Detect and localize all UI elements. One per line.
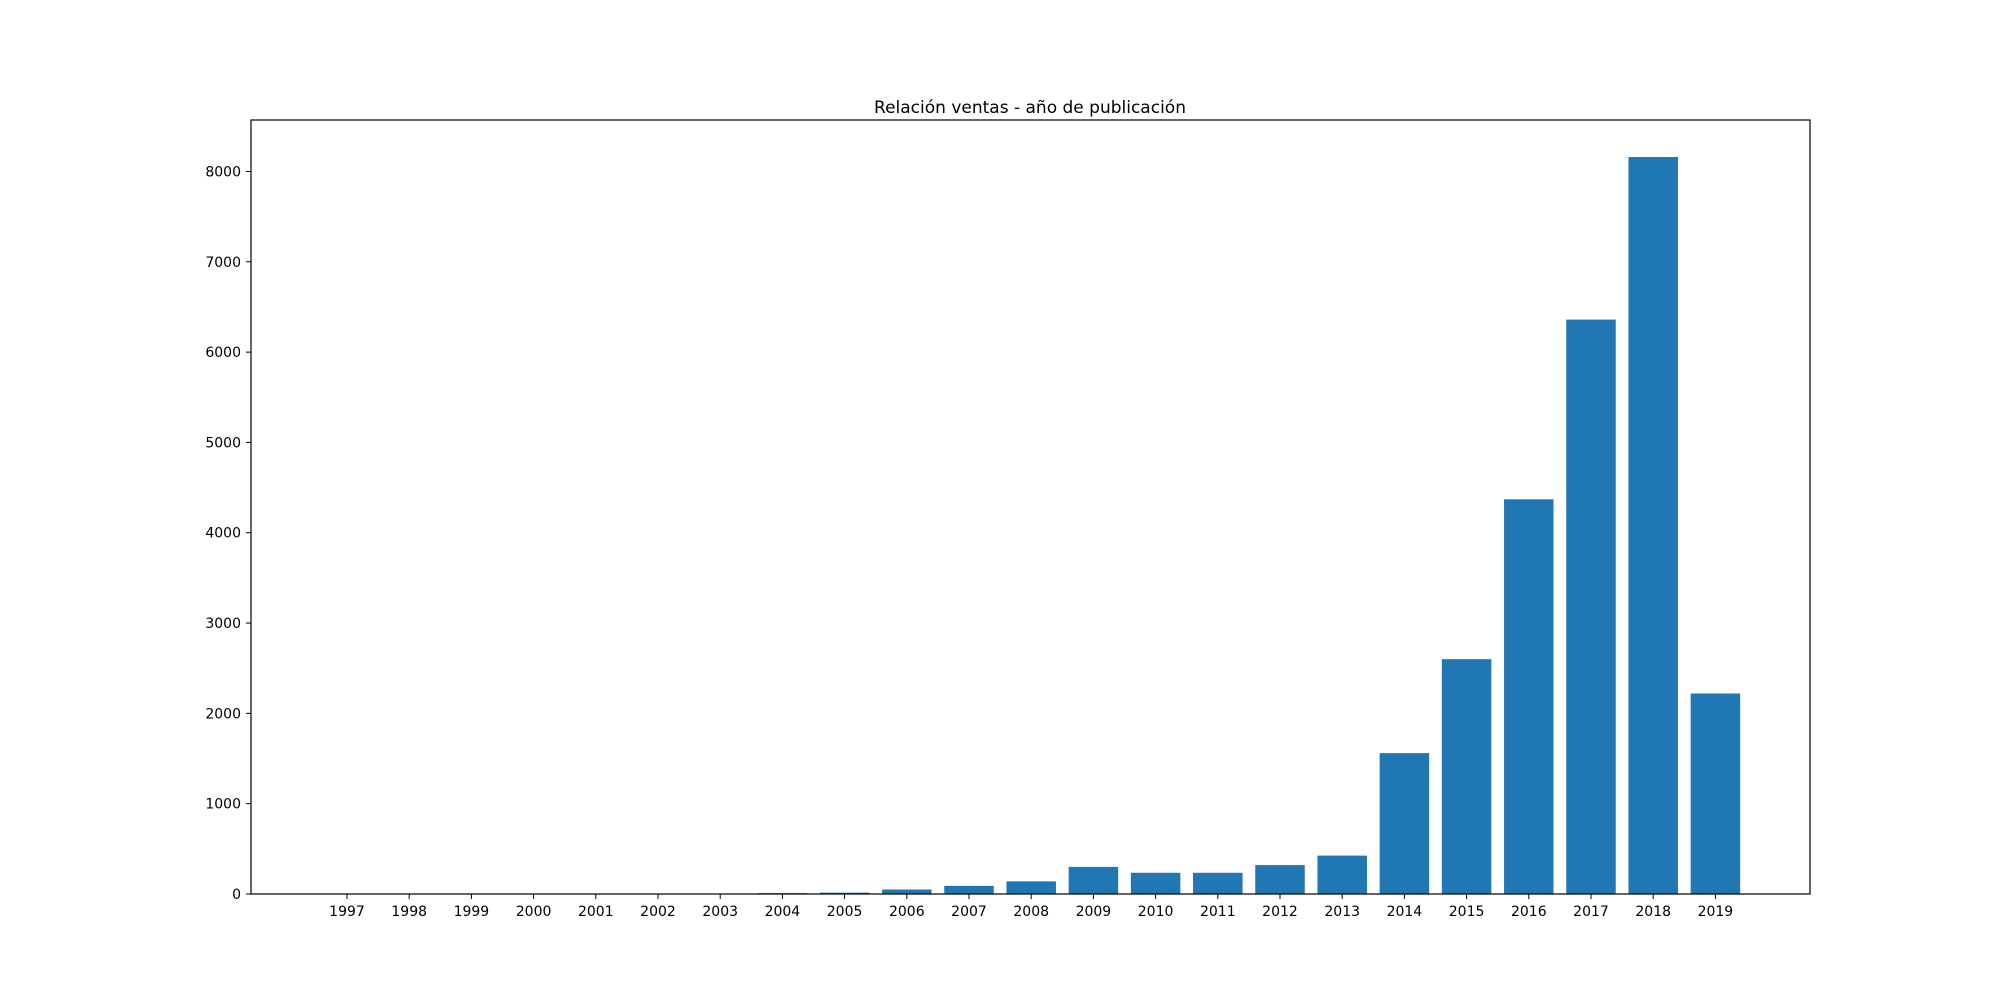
x-tick-label: 2001 — [578, 904, 614, 920]
x-tick-label: 2016 — [1511, 904, 1547, 920]
y-tick-label: 4000 — [205, 526, 241, 542]
bar-2018 — [1628, 157, 1678, 894]
bar-2012 — [1255, 865, 1305, 894]
y-tick-label: 1000 — [205, 797, 241, 813]
y-tick-label: 8000 — [205, 164, 241, 180]
x-tick-label: 2002 — [640, 904, 676, 920]
x-tick-label: 2000 — [516, 904, 552, 920]
x-tick-label: 1999 — [454, 904, 490, 920]
x-tick-label: 2011 — [1200, 904, 1236, 920]
bar-2009 — [1069, 867, 1119, 894]
bar-2017 — [1566, 320, 1616, 894]
x-tick-label: 2007 — [951, 904, 987, 920]
x-tick-label: 2009 — [1076, 904, 1112, 920]
y-tick-label: 3000 — [205, 616, 241, 632]
bar-2015 — [1442, 659, 1492, 894]
y-tick-label: 5000 — [205, 435, 241, 451]
bars-group — [322, 157, 1740, 894]
x-tick-label: 1998 — [391, 904, 427, 920]
x-tick-label: 2003 — [702, 904, 738, 920]
bar-2007 — [944, 886, 994, 894]
bar-2006 — [882, 889, 932, 894]
bar-2010 — [1131, 873, 1181, 894]
bar-2011 — [1193, 873, 1243, 894]
x-tick-label: 2010 — [1138, 904, 1174, 920]
x-axis-ticks: 1997 1998 1999 2000 2001 2002 2003 2004 2005 2006… — [329, 894, 1733, 920]
x-tick-label: 2004 — [765, 904, 801, 920]
bar-2008 — [1006, 881, 1055, 894]
x-tick-label: 2017 — [1573, 904, 1609, 920]
x-tick-label: 1997 — [329, 904, 365, 920]
y-tick-label: 2000 — [205, 706, 241, 722]
bar-2019 — [1691, 694, 1741, 895]
x-tick-label: 2013 — [1324, 904, 1360, 920]
x-tick-label: 2015 — [1449, 904, 1485, 920]
x-tick-label: 2008 — [1013, 904, 1049, 920]
x-tick-label: 2014 — [1387, 904, 1423, 920]
y-axis-ticks: 0 1000 2000 3000 4000 5000 6000 7000 8000 — [205, 164, 251, 903]
bar-2016 — [1504, 499, 1554, 894]
y-tick-label: 0 — [232, 887, 241, 903]
x-tick-label: 2018 — [1635, 904, 1671, 920]
y-tick-label: 7000 — [205, 255, 241, 271]
bar-2014 — [1380, 753, 1430, 894]
x-tick-label: 2019 — [1698, 904, 1734, 920]
x-tick-label: 2012 — [1262, 904, 1298, 920]
x-tick-label: 2006 — [889, 904, 925, 920]
bar-2013 — [1317, 856, 1367, 894]
x-tick-label: 2005 — [827, 904, 863, 920]
chart-title: Relación ventas - año de publicación — [874, 98, 1186, 118]
y-tick-label: 6000 — [205, 345, 241, 361]
